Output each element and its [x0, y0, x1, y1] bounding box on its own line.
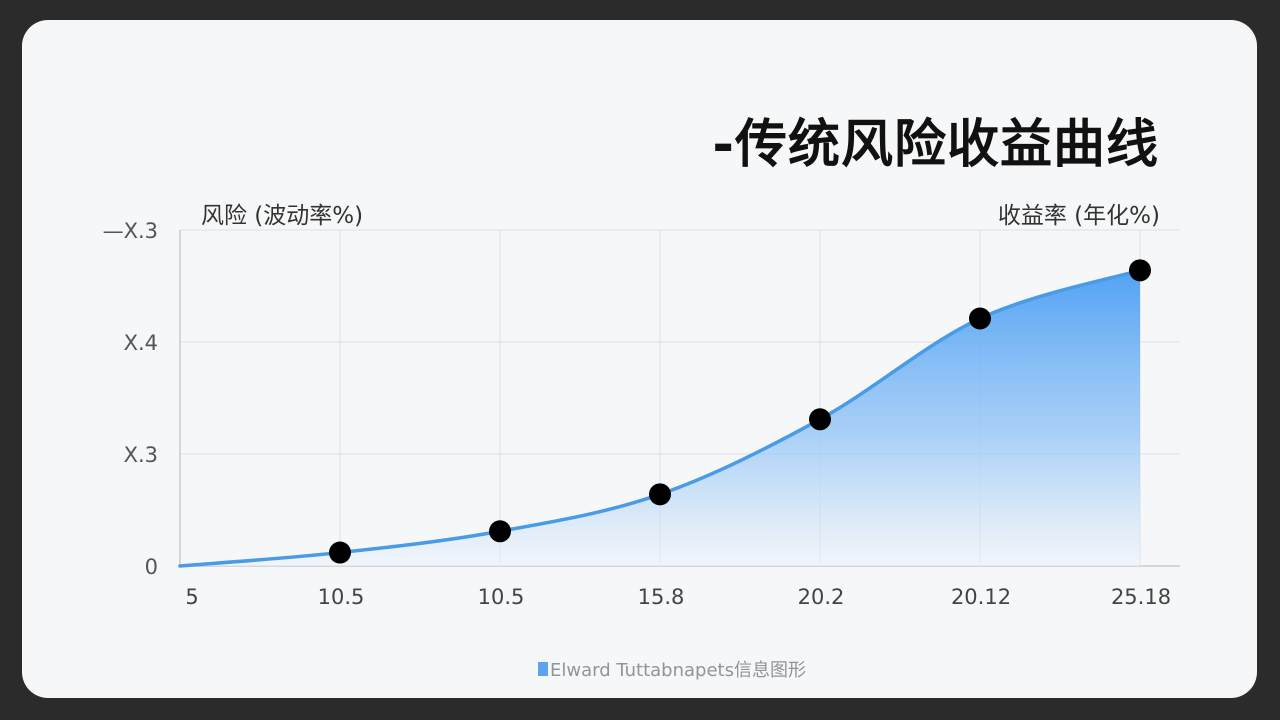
- x-tick-labels: 5 10.5 10.5 15.8 20.2 20.12 25.18: [185, 585, 1171, 609]
- data-point: [809, 408, 831, 431]
- area-fill: [180, 270, 1140, 566]
- y-tick-label: —X.3: [103, 219, 158, 243]
- y-tick-label: 0: [145, 555, 158, 579]
- data-point: [649, 483, 671, 506]
- chart-title: -传统风险收益曲线: [712, 115, 1159, 175]
- x-tick-label: 25.18: [1111, 585, 1171, 609]
- y-tick-label: X.4: [124, 331, 158, 355]
- caption-text: Elward Tuttabnapets信息图形: [550, 660, 806, 681]
- chart-caption: Elward Tuttabnapets信息图形: [538, 656, 806, 682]
- x-axis-label: 收益率 (年化%): [997, 203, 1160, 229]
- y-tick-label: X.3: [124, 443, 158, 467]
- x-tick-label: 20.12: [951, 585, 1011, 609]
- x-tick-label: 10.5: [318, 585, 365, 609]
- y-axis-label: 风险 (波动率%): [201, 203, 364, 229]
- x-tick-label: 10.5: [478, 585, 525, 609]
- x-tick-label: 5: [185, 585, 198, 609]
- x-tick-label: 20.2: [798, 585, 845, 609]
- data-point: [489, 520, 511, 543]
- caption-color-mark: [538, 662, 548, 676]
- area-fill-group: [180, 270, 1140, 566]
- data-point: [969, 307, 991, 330]
- x-tick-label: 15.8: [638, 585, 685, 609]
- data-point: [1129, 259, 1151, 282]
- y-tick-labels: 0 X.3 X.4 —X.3: [103, 219, 158, 579]
- data-points: [329, 259, 1151, 564]
- data-point: [329, 541, 351, 564]
